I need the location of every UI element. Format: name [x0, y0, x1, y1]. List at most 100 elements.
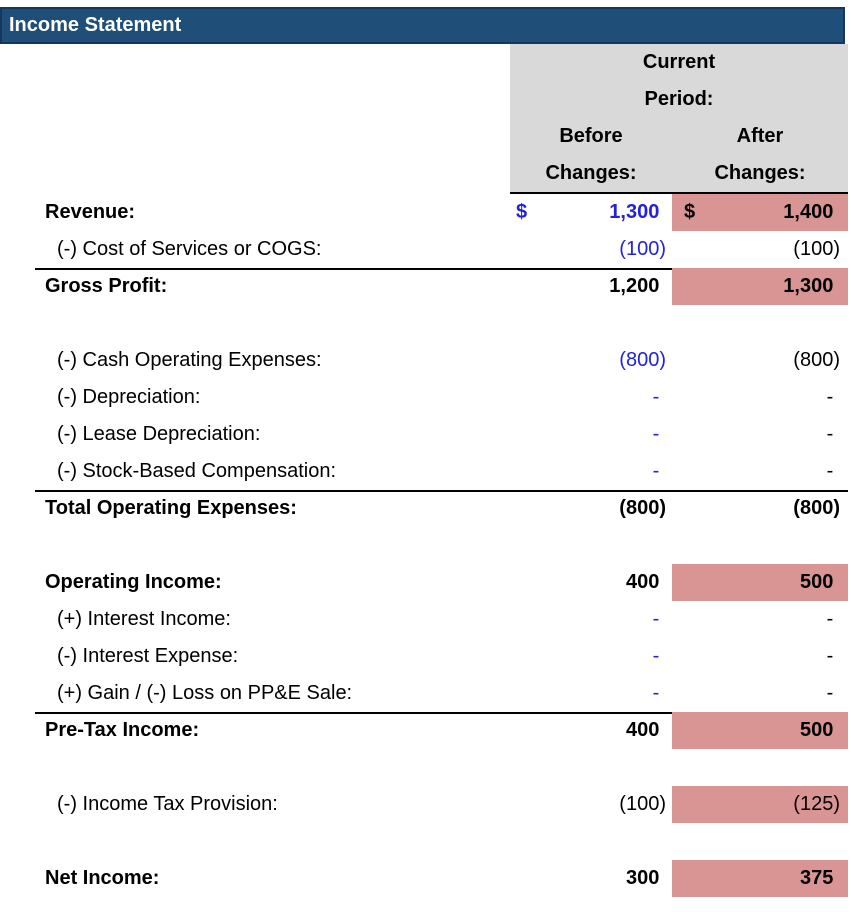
cell-value: -: [826, 460, 834, 482]
subtotal-border: [35, 712, 848, 714]
after-value-cell[interactable]: 500): [672, 712, 848, 749]
after-value-cell[interactable]: -): [672, 453, 848, 490]
before-column-header: Before: [559, 125, 623, 147]
cell-value: -: [826, 608, 834, 630]
statement-row: Net Income: 300)375): [0, 860, 848, 897]
before-value-cell[interactable]: 400): [510, 712, 672, 749]
cell-value: -: [826, 423, 834, 445]
cell-value: (800): [619, 497, 666, 519]
cell-value: 1,300: [783, 275, 834, 297]
after-value-cell[interactable]: (800): [672, 342, 848, 379]
statement-row: Operating Income: 400)500): [0, 564, 848, 601]
currency-symbol: $: [516, 201, 528, 223]
cell-value: 1,400: [783, 201, 834, 223]
row-label: (-) Cost of Services or COGS:: [57, 238, 322, 260]
after-value-cell[interactable]: -): [672, 416, 848, 453]
after-value-cell[interactable]: 500): [672, 564, 848, 601]
row-label: Pre-Tax Income:: [45, 719, 200, 741]
before-value-cell[interactable]: -): [510, 453, 672, 490]
after-column-header-line2: Changes:: [714, 162, 806, 184]
cell-value: 500: [799, 571, 834, 593]
subtotal-border: [35, 490, 848, 492]
before-value-cell[interactable]: (100): [510, 231, 672, 268]
statement-row: (-) Cash Operating Expenses: (800) (800): [0, 342, 848, 379]
row-label: (+) Gain / (-) Loss on PP&E Sale:: [57, 682, 353, 704]
before-value-cell[interactable]: -): [510, 416, 672, 453]
after-value-cell[interactable]: -): [672, 675, 848, 712]
subtotal-border: [35, 268, 848, 270]
spacer-row: [0, 305, 848, 342]
before-value-cell[interactable]: -): [510, 379, 672, 416]
statement-row: (+) Gain / (-) Loss on PP&E Sale: -)-): [0, 675, 848, 712]
before-value-cell[interactable]: 300): [510, 860, 672, 897]
cell-value: (100): [793, 238, 840, 260]
cell-value: -: [826, 645, 834, 667]
row-label: (-) Stock-Based Compensation:: [57, 460, 337, 482]
spacer-row: [0, 749, 848, 786]
currency-symbol: $: [684, 201, 696, 223]
row-label: Revenue:: [45, 201, 136, 223]
cell-value: (100): [619, 238, 666, 260]
page-title: Income Statement: [9, 14, 182, 36]
statement-row: (-) Interest Expense: -)-): [0, 638, 848, 675]
after-value-cell[interactable]: (125): [672, 786, 848, 823]
row-label: (-) Lease Depreciation:: [57, 423, 261, 445]
statement-row: (-) Cost of Services or COGS: (100) (100): [0, 231, 848, 268]
after-value-cell[interactable]: 375): [672, 860, 848, 897]
statement-row: (-) Income Tax Provision: (100) (125): [0, 786, 848, 823]
after-value-cell[interactable]: 1,300): [672, 268, 848, 305]
before-value-cell[interactable]: (800): [510, 342, 672, 379]
cell-value: 1,300: [609, 201, 660, 223]
statement-row: Gross Profit: 1,200)1,300): [0, 268, 848, 305]
row-label: (-) Depreciation:: [57, 386, 201, 408]
row-label: Operating Income:: [45, 571, 222, 593]
before-value-cell[interactable]: -): [510, 601, 672, 638]
period-header-line1: Current: [642, 51, 716, 73]
cell-value: 300: [625, 867, 660, 889]
after-value-cell[interactable]: $1,400): [672, 194, 848, 231]
spacer-row: [0, 527, 848, 564]
cell-value: -: [652, 682, 660, 704]
statement-rows: Revenue:$1,300)$1,400)(-) Cost of Servic…: [0, 194, 848, 897]
cell-value: -: [652, 423, 660, 445]
statement-row: (-) Lease Depreciation: -)-): [0, 416, 848, 453]
row-label: (+) Interest Income:: [57, 608, 231, 630]
before-value-cell[interactable]: 1,200): [510, 268, 672, 305]
cell-value: -: [826, 386, 834, 408]
cell-value: (800): [793, 349, 840, 371]
cell-value: -: [652, 645, 660, 667]
cell-value: -: [652, 386, 660, 408]
cell-value: (800): [619, 349, 666, 371]
row-label: Net Income:: [45, 867, 160, 889]
cell-value: -: [652, 608, 660, 630]
before-value-cell[interactable]: -): [510, 638, 672, 675]
cell-value: 500: [799, 719, 834, 741]
after-value-cell[interactable]: -): [672, 638, 848, 675]
row-label: Gross Profit:: [45, 275, 168, 297]
row-label: Total Operating Expenses:: [45, 497, 297, 519]
before-value-cell[interactable]: -): [510, 675, 672, 712]
cell-value: 375: [799, 867, 834, 889]
period-header-line2: Period:: [644, 88, 714, 110]
before-value-cell[interactable]: $1,300): [510, 194, 672, 231]
spacer-row: [0, 823, 848, 860]
row-label: (-) Income Tax Provision:: [57, 793, 278, 815]
cell-value: (800): [793, 497, 840, 519]
cell-value: 400: [625, 571, 660, 593]
before-value-cell[interactable]: (800): [510, 490, 672, 527]
before-value-cell[interactable]: 400): [510, 564, 672, 601]
after-value-cell[interactable]: -): [672, 379, 848, 416]
row-label: (-) Interest Expense:: [57, 645, 239, 667]
after-value-cell[interactable]: (800): [672, 490, 848, 527]
after-value-cell[interactable]: -): [672, 601, 848, 638]
after-value-cell[interactable]: (100): [672, 231, 848, 268]
statement-row: Revenue: $1,300)$1,400): [0, 194, 848, 231]
statement-row: (-) Stock-Based Compensation: -)-): [0, 453, 848, 490]
statement-row: (-) Depreciation: -)-): [0, 379, 848, 416]
before-value-cell[interactable]: (100): [510, 786, 672, 823]
column-header-block: Current Period: Before After Changes: Ch…: [510, 44, 848, 194]
cell-value: -: [826, 682, 834, 704]
cell-value: 1,200: [609, 275, 660, 297]
cell-value: (100): [619, 793, 666, 815]
row-label: (-) Cash Operating Expenses:: [57, 349, 322, 371]
